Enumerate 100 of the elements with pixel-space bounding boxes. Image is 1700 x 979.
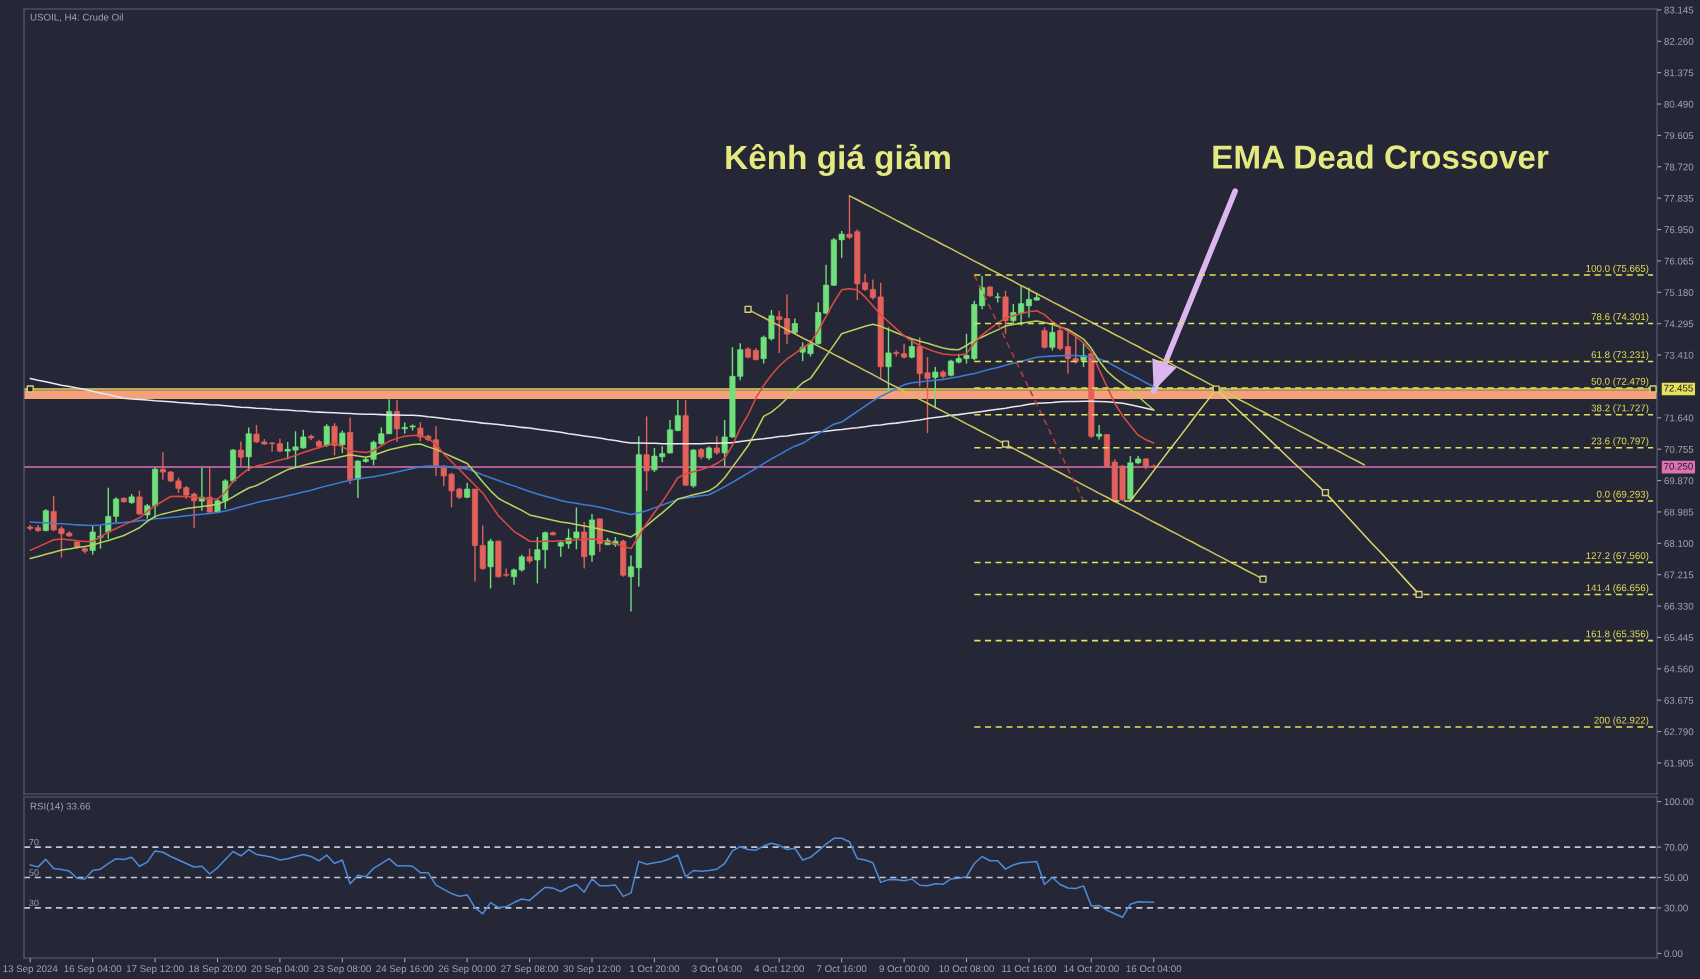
line-series: [848, 195, 1366, 466]
candlestick: [206, 467, 213, 514]
y-tick-label: 79.605: [1664, 132, 1694, 140]
candlestick: [1049, 324, 1056, 352]
y-tick-label: 30.00: [1664, 904, 1688, 912]
candlestick: [237, 440, 244, 467]
line-series: [29, 837, 1155, 919]
series-label: 100.0 (75.665): [1586, 264, 1649, 274]
series-label: 161.8 (65.356): [1586, 630, 1649, 640]
text: RSI(14) 33.66: [30, 802, 91, 812]
candlestick: [339, 429, 346, 454]
series-label: 141.4 (66.656): [1586, 584, 1649, 594]
y-tick-label: 50.00: [1664, 874, 1688, 882]
x-tick-label: 27 Sep 08:00: [501, 965, 559, 975]
series-label: 127.2 (67.560): [1586, 552, 1649, 562]
y-tick-label: 62.790: [1664, 728, 1694, 736]
ref-line-label: 72.455: [1664, 384, 1693, 392]
x-tick-label: 26 Sep 00:00: [438, 965, 496, 975]
y-tick-label: 63.675: [1664, 696, 1694, 704]
y-tick-label: 75.180: [1664, 289, 1694, 296]
y-tick-label: 73.410: [1664, 351, 1694, 359]
y-tick-label: 100.00: [1664, 798, 1694, 806]
legend-label: 50.0 (72.479): [1591, 377, 1649, 387]
x-tick-label: 7 Oct 16:00: [817, 965, 867, 973]
x-tick-label: 30 Sep 12:00: [563, 965, 621, 975]
candlestick: [885, 326, 892, 393]
y-tick-label: 68.100: [1664, 540, 1694, 547]
candlestick: [932, 366, 939, 409]
y-tick-label: 82.260: [1664, 38, 1694, 45]
candlestick: [1057, 325, 1064, 352]
y-tick-label: 81.375: [1664, 69, 1694, 77]
y-tick-label: 83.145: [1664, 6, 1694, 14]
line-series: [29, 320, 1155, 560]
candlestick: [331, 422, 338, 457]
y-tick-label: 76.065: [1664, 257, 1694, 265]
point: [26, 385, 34, 393]
y-tick-label: 64.560: [1664, 665, 1694, 673]
series-label: 200 (62.922): [1594, 716, 1649, 726]
series-label: 38.2 (71.727): [1591, 404, 1649, 414]
annotation: EMA Dead Crossover: [1213, 144, 1549, 169]
candlestick: [245, 426, 252, 472]
x-tick-label: 16 Sep 04:00: [64, 965, 122, 975]
point: [1212, 385, 1220, 393]
annotation: Kênh giá giảm: [726, 144, 950, 176]
candlestick: [323, 423, 330, 448]
x-tick-label: 16 Oct 04:00: [1126, 965, 1182, 973]
ref-line-label: 70.250: [1664, 462, 1693, 470]
y-tick-label: 76.950: [1664, 226, 1694, 234]
series-label: 23.6 (70.797): [1591, 437, 1649, 447]
y-tick-label: 70.00: [1664, 843, 1688, 851]
y-tick-label: 68.985: [1664, 508, 1694, 516]
series-label: 0.0 (69.293): [1596, 490, 1649, 500]
y-tick-label: 74.295: [1664, 320, 1694, 328]
x-tick-label: 23 Sep 08:00: [313, 965, 371, 975]
chart-title: USOIL, H4: Crude Oil: [30, 13, 123, 22]
x-tick-label: 1 Oct 20:00: [630, 965, 680, 973]
y-tick-label: 77.835: [1664, 194, 1694, 202]
ref-line-label: 70: [29, 838, 39, 846]
point: [744, 305, 752, 313]
y-tick-label: 66.330: [1664, 602, 1694, 610]
x-tick-label: 13 Sep 2024: [3, 965, 58, 975]
x-tick-label: 20 Sep 04:00: [251, 965, 309, 975]
point: [1415, 590, 1423, 599]
candlestick: [674, 399, 681, 432]
series-label: 61.8 (73.231): [1591, 350, 1649, 361]
line-series: [973, 274, 1085, 502]
x-tick-label: 10 Oct 08:00: [939, 965, 994, 973]
ref-line-label: 30: [29, 899, 39, 907]
x-tick-label: 9 Oct 00:00: [879, 965, 929, 973]
ref-line-label: 50: [29, 869, 39, 876]
x-tick-label: 14 Oct 20:00: [1064, 965, 1119, 973]
x-tick-label: 18 Sep 20:00: [189, 965, 247, 975]
x-tick-label: 11 Oct 16:00: [1002, 965, 1057, 973]
y-tick-label: 65.445: [1664, 634, 1694, 642]
y-tick-label: 67.215: [1664, 571, 1694, 579]
candlestick: [628, 554, 635, 613]
y-tick-label: 61.905: [1664, 759, 1694, 767]
y-tick-label: 78.720: [1664, 163, 1694, 171]
x-tick-label: 4 Oct 12:00: [754, 965, 805, 973]
point: [1001, 440, 1010, 448]
candlestick: [713, 435, 720, 456]
candlestick: [1096, 424, 1103, 441]
candlestick: [1002, 290, 1009, 335]
point: [1649, 385, 1657, 393]
y-tick-label: 80.490: [1664, 100, 1694, 108]
candlestick: [1041, 326, 1048, 350]
candlestick: [643, 415, 650, 492]
series-label: 78.6 (74.301): [1591, 313, 1649, 323]
x-tick-label: 24 Sep 16:00: [376, 965, 434, 975]
y-tick-label: 70.755: [1664, 445, 1694, 453]
x-tick-label: 3 Oct 04:00: [692, 965, 742, 973]
point: [1259, 575, 1267, 583]
point: [1321, 488, 1330, 497]
y-tick-label: 0.00: [1664, 950, 1683, 958]
x-tick-label: 17 Sep 12:00: [126, 965, 184, 975]
candlestick: [136, 490, 143, 516]
candlestick: [908, 338, 915, 360]
y-tick-label: 69.870: [1664, 477, 1694, 485]
line-series: [29, 287, 1155, 552]
y-tick-label: 71.640: [1664, 414, 1694, 422]
